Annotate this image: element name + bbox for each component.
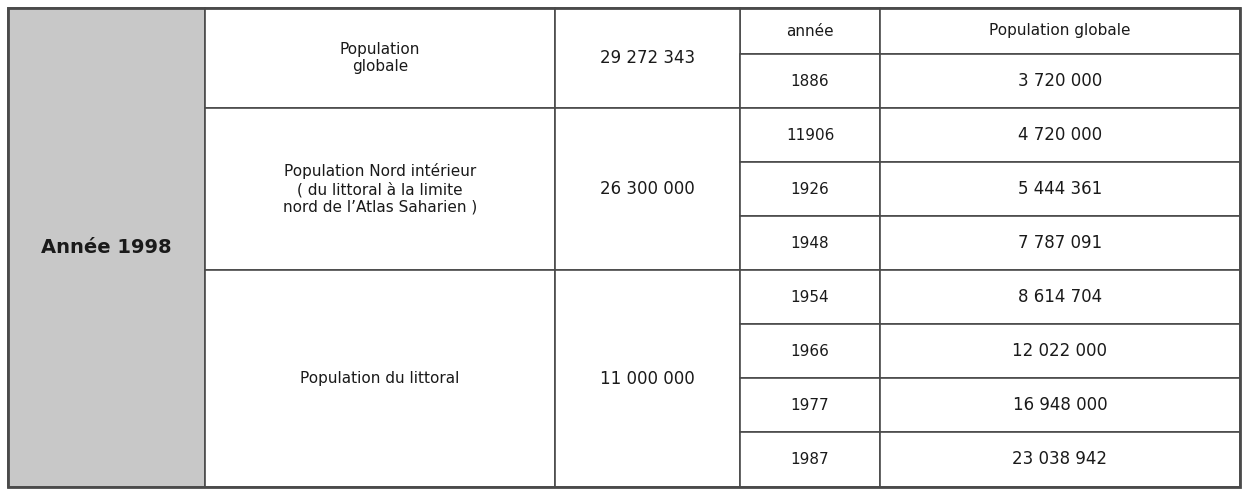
Text: 16 948 000: 16 948 000 [1012,396,1107,414]
Text: 1886: 1886 [791,73,830,89]
Bar [555,108,740,270]
Text: Population globale: Population globale [990,23,1131,39]
Bar [7,8,205,487]
Bar [880,162,1241,216]
Bar [880,216,1241,270]
Bar [740,108,880,162]
Bar [205,108,555,270]
Bar [740,216,880,270]
Text: 26 300 000: 26 300 000 [600,180,695,198]
Text: 5 444 361: 5 444 361 [1018,180,1102,198]
Text: 1977: 1977 [791,397,830,412]
Text: 1987: 1987 [791,452,830,467]
Bar [880,270,1241,324]
Text: 8 614 704: 8 614 704 [1018,288,1102,306]
Text: Population du littoral: Population du littoral [301,371,459,386]
Bar [740,378,880,432]
Text: Population
globale: Population globale [339,42,421,74]
Text: 1966: 1966 [790,344,830,358]
Bar [740,8,880,54]
Text: 29 272 343: 29 272 343 [600,49,695,67]
Text: 4 720 000: 4 720 000 [1018,126,1102,144]
Bar [555,8,740,108]
Bar [880,432,1241,487]
Text: 23 038 942: 23 038 942 [1012,450,1107,468]
Bar [555,270,740,487]
Bar [205,8,555,108]
Text: 1948: 1948 [791,236,830,250]
Text: 12 022 000: 12 022 000 [1012,342,1107,360]
Text: Année 1998: Année 1998 [41,238,172,257]
Text: 1954: 1954 [791,290,830,304]
Text: 11906: 11906 [786,128,834,143]
Bar [880,324,1241,378]
Bar [740,432,880,487]
Bar [740,270,880,324]
Text: 1926: 1926 [791,182,830,197]
Text: 11 000 000: 11 000 000 [600,369,695,388]
Bar [740,162,880,216]
Bar [880,54,1241,108]
Bar [880,8,1241,54]
Bar [740,54,880,108]
Text: année: année [786,23,834,39]
Bar [880,108,1241,162]
Text: Population Nord intérieur
( du littoral à la limite
nord de l’Atlas Saharien ): Population Nord intérieur ( du littoral … [283,163,477,215]
Text: 3 720 000: 3 720 000 [1018,72,1102,90]
Bar [205,270,555,487]
Bar [740,324,880,378]
Text: 7 787 091: 7 787 091 [1018,234,1102,252]
Bar [880,378,1241,432]
